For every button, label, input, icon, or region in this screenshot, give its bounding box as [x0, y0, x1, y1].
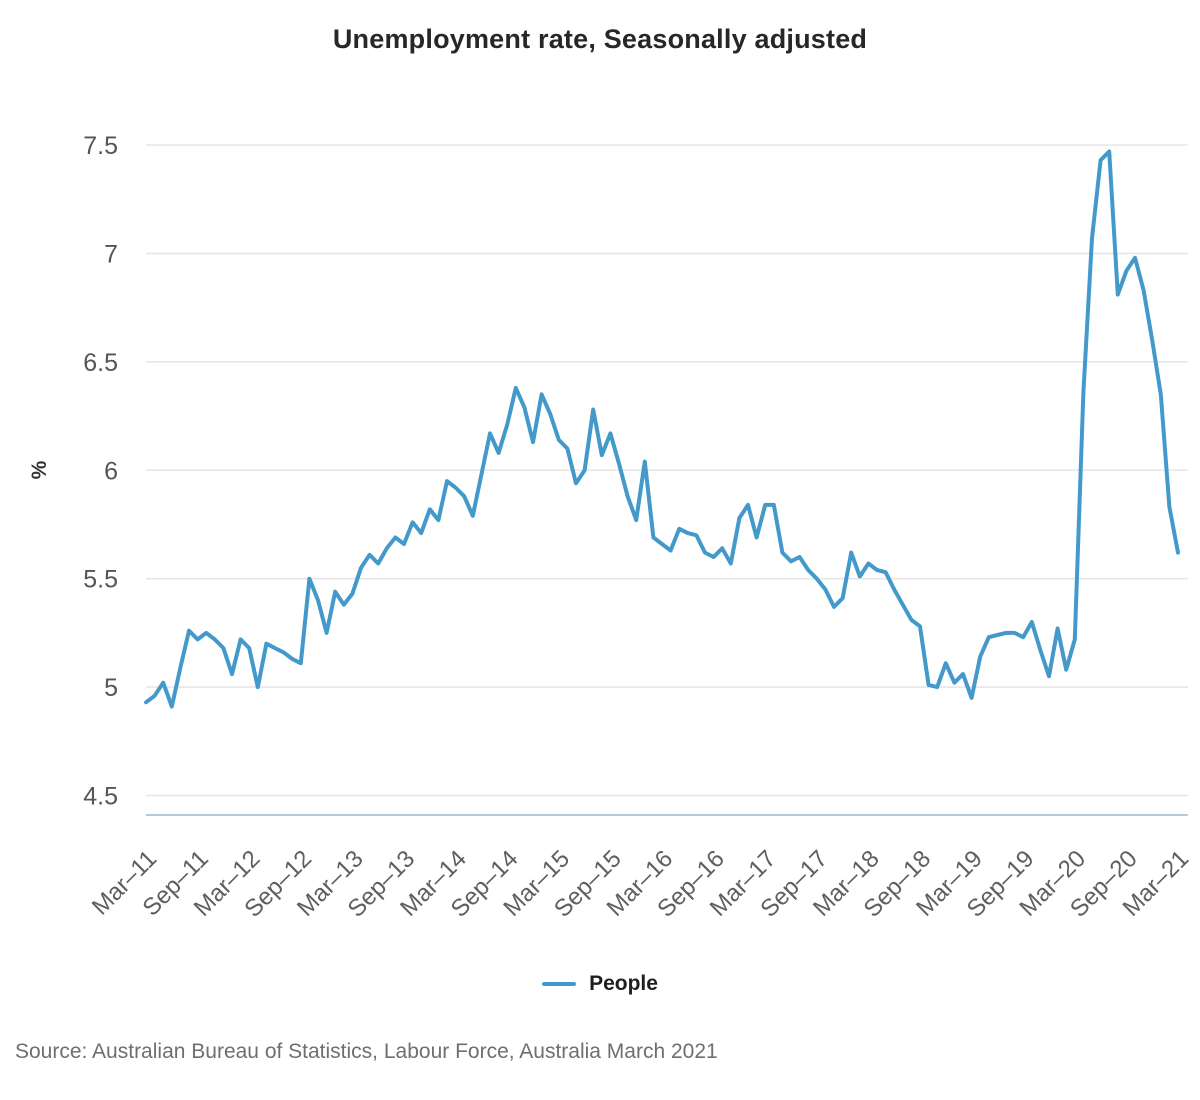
legend-line-swatch: [542, 982, 577, 986]
legend: People: [0, 972, 1200, 996]
y-axis-unit-label: %: [28, 460, 51, 479]
y-tick-label: 6.5: [83, 349, 118, 377]
series-line-people: [144, 149, 1180, 709]
y-tick-label: 4.5: [83, 783, 118, 811]
source-note: Source: Australian Bureau of Statistics,…: [15, 1040, 718, 1063]
y-tick-label: 5: [104, 674, 118, 702]
chart-title: Unemployment rate, Seasonally adjusted: [332, 24, 868, 54]
y-tick-label: 5.5: [83, 566, 118, 594]
y-tick-label: 6: [104, 457, 118, 485]
y-tick-label: 7.5: [83, 132, 118, 160]
legend-series-label: People: [589, 972, 658, 995]
plot-area: 7.576.565.554.5Mar–11Sep–11Mar–12Sep–12M…: [28, 132, 1194, 923]
y-tick-label: 7: [104, 240, 118, 268]
